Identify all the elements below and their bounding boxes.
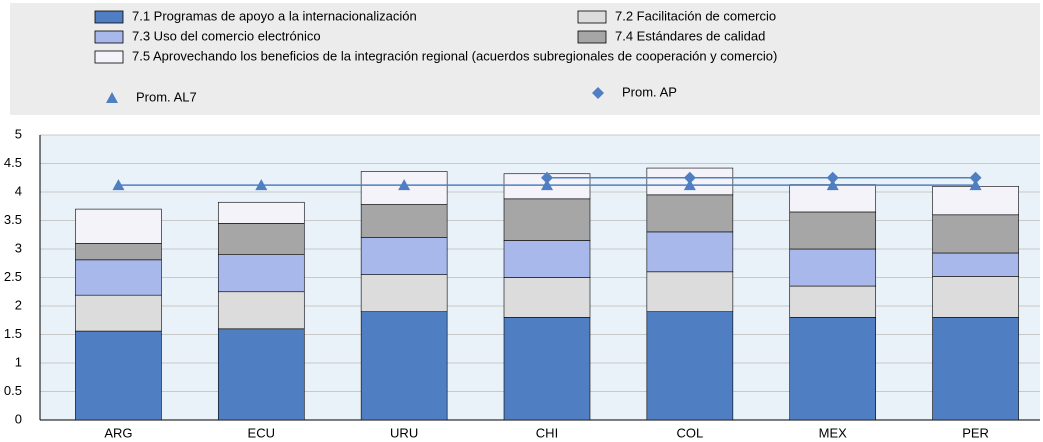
x-tick-label: ECU — [248, 425, 275, 440]
y-tick-label: 0.5 — [4, 383, 22, 398]
bar-segment — [360, 204, 448, 238]
y-tick-label: 2 — [15, 297, 22, 312]
y-tick-label: 1 — [15, 354, 22, 369]
y-tick-label: 4.5 — [4, 155, 22, 170]
bar-segment — [932, 214, 1019, 254]
average-marker — [398, 179, 411, 191]
bar-segment — [360, 274, 448, 312]
legend-label: 7.5 Aprovechando los beneficios de la in… — [132, 48, 777, 63]
x-tick-label: CHI — [536, 425, 558, 440]
x-tick-label: ARG — [104, 425, 132, 440]
legend-marker — [106, 92, 118, 103]
legend-label: Prom. AP — [622, 84, 677, 99]
y-tick-label: 2.5 — [4, 269, 22, 284]
legend-label: 7.4 Estándares de calidad — [615, 28, 765, 43]
average-marker — [969, 179, 982, 191]
bar-segment — [646, 194, 734, 233]
y-tick-label: 0 — [15, 411, 22, 426]
y-tick-label: 4 — [15, 183, 22, 198]
y-tick-label: 3 — [15, 240, 22, 255]
bar-segment — [75, 243, 162, 261]
x-tick-label: MEX — [819, 425, 848, 440]
legend-marker — [592, 87, 604, 99]
bar-segment — [503, 240, 591, 278]
legend-swatch — [94, 30, 124, 44]
bar-segment — [646, 271, 734, 312]
bar-segment — [932, 252, 1019, 277]
average-marker — [826, 179, 839, 191]
legend-background — [10, 3, 1040, 115]
bar-segment — [217, 201, 305, 224]
y-tick-label: 5 — [15, 126, 22, 141]
bar-segment — [646, 231, 734, 273]
bar-segment — [217, 328, 305, 421]
bar-segment — [75, 294, 162, 332]
y-tick-label: 3.5 — [4, 212, 22, 227]
bar-segment — [503, 277, 591, 318]
bar-segment — [789, 285, 877, 318]
bar-segment — [932, 276, 1019, 318]
bar-segment — [789, 211, 877, 250]
average-marker — [683, 171, 696, 184]
bar-segment — [217, 223, 305, 256]
x-tick-label: COL — [676, 425, 703, 440]
average-marker — [826, 171, 839, 184]
bar-segment — [360, 237, 448, 275]
bar-segment — [360, 311, 448, 421]
bar-segment — [503, 317, 591, 421]
bar-segment — [75, 259, 162, 296]
average-marker — [541, 171, 553, 184]
average-marker — [969, 171, 982, 184]
bar-segment — [789, 317, 877, 421]
average-marker — [255, 179, 268, 191]
legend-swatch — [577, 30, 607, 44]
legend-swatch — [94, 10, 124, 24]
legend-swatch — [94, 50, 124, 64]
legend-label: 7.2 Facilitación de comercio — [615, 8, 776, 23]
average-marker — [541, 179, 553, 191]
bar-segment — [932, 317, 1019, 421]
x-tick-label: URU — [390, 425, 418, 440]
bar-segment — [217, 254, 305, 293]
legend-label: 7.1 Programas de apoyo a la internaciona… — [132, 8, 417, 23]
bar-segment — [646, 311, 734, 421]
bar-segment — [217, 291, 305, 330]
bar-segment — [789, 248, 877, 287]
legend-label: Prom. AL7 — [136, 89, 197, 104]
average-marker — [683, 179, 696, 191]
y-tick-label: 1.5 — [4, 326, 22, 341]
bar-segment — [503, 198, 591, 241]
x-tick-label: PER — [962, 425, 989, 440]
bar-segment — [932, 186, 1019, 216]
bar-segment — [75, 208, 162, 244]
bar-segment — [75, 330, 162, 421]
legend-swatch — [577, 10, 607, 24]
average-marker — [112, 179, 125, 191]
legend-label: 7.3 Uso del comercio electrónico — [132, 28, 321, 43]
